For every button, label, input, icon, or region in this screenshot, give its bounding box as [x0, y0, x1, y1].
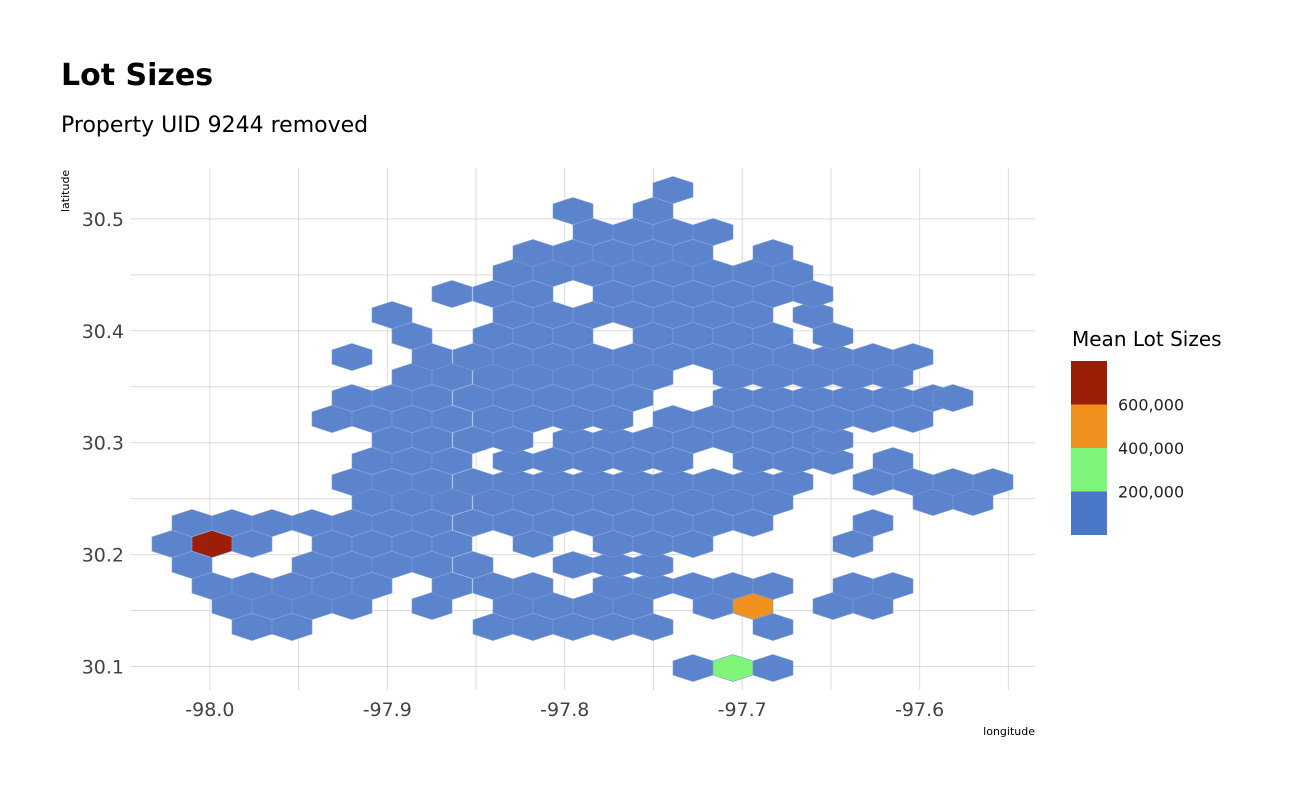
hex-cell	[812, 426, 854, 454]
legend-swatch	[1071, 491, 1107, 535]
y-axis-ticks: 30.1 30.2 30.3 30.4 30.5	[82, 209, 124, 679]
y-tick-label: 30.2	[82, 545, 124, 567]
legend-swatch	[1071, 448, 1107, 492]
y-tick-label: 30.4	[82, 321, 124, 343]
x-axis-label: longitude	[983, 725, 1035, 738]
hex-cell	[632, 613, 674, 641]
y-tick-label: 30.3	[82, 433, 124, 455]
hex-cell	[331, 343, 373, 371]
hex-cell	[752, 572, 794, 600]
x-axis-ticks: -98.0 -97.9 -97.8 -97.7 -97.6	[185, 699, 944, 721]
chart-title: Lot Sizes	[61, 58, 213, 93]
hex-cell	[932, 384, 974, 412]
hex-cell	[431, 280, 473, 308]
hex-cell	[431, 572, 473, 600]
legend-swatch	[1071, 361, 1107, 405]
x-tick-label: -98.0	[185, 699, 234, 721]
hex-cell	[512, 530, 554, 558]
hex-cell	[411, 426, 453, 454]
x-tick-label: -97.8	[540, 699, 589, 721]
hex-cell	[411, 551, 453, 579]
hex-cell	[752, 322, 794, 350]
hex-cell	[411, 468, 453, 496]
hex-cell	[652, 447, 694, 475]
hex-cell	[712, 654, 754, 682]
x-tick-label: -97.7	[718, 699, 767, 721]
hex-cell	[552, 322, 594, 350]
legend: Mean Lot Sizes 600,000 400,000 200,000	[1071, 327, 1222, 535]
hex-cell	[411, 343, 453, 371]
hex-cell	[371, 301, 413, 329]
hex-cell	[231, 530, 273, 558]
hex-cell	[752, 239, 794, 267]
hex-cell	[892, 343, 934, 371]
legend-label: 600,000	[1118, 396, 1184, 415]
legend-swatch	[1071, 404, 1107, 448]
hex-cell	[852, 509, 894, 537]
hex-cell	[812, 322, 854, 350]
hex-cell	[872, 572, 914, 600]
hex-cell	[752, 654, 794, 682]
hex-cell	[692, 218, 734, 246]
legend-label: 400,000	[1118, 439, 1184, 458]
hex-cell	[792, 280, 834, 308]
hex-cell	[832, 530, 874, 558]
hex-cell	[632, 197, 674, 225]
hex-cells	[151, 176, 1014, 682]
hex-cell	[812, 447, 854, 475]
chart-subtitle: Property UID 9244 removed	[61, 113, 368, 138]
hex-cell	[512, 572, 554, 600]
hex-cell	[672, 239, 714, 267]
hex-cell	[492, 426, 534, 454]
hex-cell	[271, 613, 313, 641]
hex-cell	[732, 509, 774, 537]
hex-cell	[351, 572, 393, 600]
hex-cell	[552, 197, 594, 225]
legend-label: 200,000	[1118, 483, 1184, 502]
hex-cell	[411, 509, 453, 537]
hex-cell	[872, 447, 914, 475]
x-tick-label: -97.6	[895, 699, 944, 721]
hex-cell	[431, 530, 473, 558]
hex-cell	[411, 384, 453, 412]
legend-title: Mean Lot Sizes	[1072, 327, 1222, 351]
hex-cell	[431, 405, 473, 433]
hex-cell	[892, 405, 934, 433]
hex-cell	[672, 654, 714, 682]
hex-cell	[632, 551, 674, 579]
hex-cell	[512, 280, 554, 308]
hex-cell	[431, 447, 473, 475]
hex-cell	[752, 613, 794, 641]
hex-cell	[792, 301, 834, 329]
hex-cell	[672, 530, 714, 558]
hex-cell	[612, 384, 654, 412]
hex-cell	[652, 176, 694, 204]
y-axis-label: latitude	[59, 170, 72, 212]
legend-colorbar	[1071, 361, 1107, 535]
hex-cell	[552, 551, 594, 579]
hex-cell	[732, 301, 774, 329]
hex-cell	[391, 322, 433, 350]
hex-cell	[452, 551, 494, 579]
hex-cell	[972, 468, 1014, 496]
y-tick-label: 30.1	[82, 657, 124, 679]
hex-cell	[592, 405, 634, 433]
hex-cell	[171, 551, 213, 579]
legend-labels: 600,000 400,000 200,000	[1118, 396, 1184, 502]
y-tick-label: 30.5	[82, 209, 124, 231]
hex-cell	[772, 468, 814, 496]
x-tick-label: -97.9	[363, 699, 412, 721]
